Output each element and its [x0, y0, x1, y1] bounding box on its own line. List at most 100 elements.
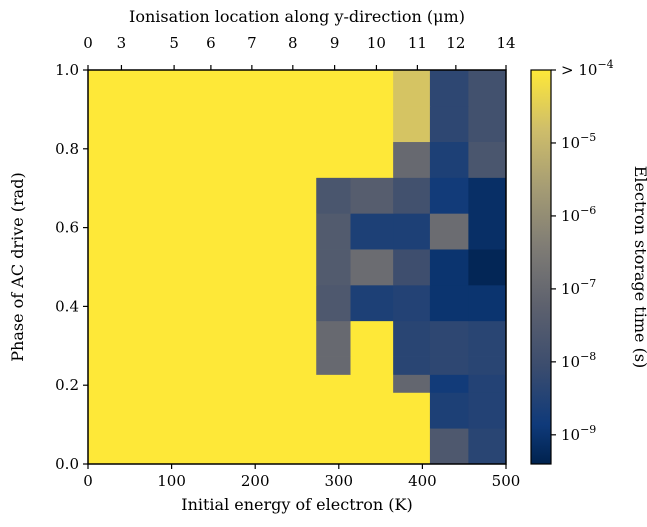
y-tick-label: 1.0 — [55, 61, 79, 79]
top-tick-label: 0 — [83, 34, 93, 52]
y-tick-label: 0.8 — [55, 140, 79, 158]
colorbar-tick-label: 10−8 — [561, 350, 596, 371]
heatmap-cell — [429, 105, 469, 143]
heatmap-cell — [350, 428, 394, 465]
heatmap-cell — [88, 284, 317, 322]
heatmap-cell — [316, 213, 351, 250]
heatmap-cell — [468, 213, 507, 250]
heatmap-cell — [316, 249, 351, 286]
heatmap-cell — [429, 320, 469, 357]
top-tick-label: 14 — [496, 34, 515, 52]
colorbar-tick-label: > 10−4 — [561, 58, 614, 79]
heatmap-cell — [468, 177, 507, 214]
top-tick-label: 7 — [247, 34, 257, 52]
heatmap-cell — [88, 177, 317, 214]
heatmap-cell — [316, 284, 351, 322]
heatmap-cell — [350, 177, 394, 214]
heatmap-cell — [88, 70, 317, 107]
x-tick-label: 300 — [324, 472, 353, 490]
top-tick-label: 3 — [117, 34, 127, 52]
heatmap-cell — [468, 70, 507, 107]
heatmap-cell — [468, 374, 507, 393]
heatmap-cell — [316, 374, 351, 393]
heatmap-cell — [316, 177, 351, 214]
heatmap-cell — [429, 356, 469, 375]
colorbar-tick-label: 10−9 — [561, 423, 596, 444]
heatmap-cell — [316, 105, 351, 143]
y-tick-label: 0.4 — [55, 297, 79, 315]
heatmap-cell — [429, 392, 469, 429]
heatmap-cell — [316, 320, 351, 357]
y-axis-label: Phase of AC drive (rad) — [8, 172, 27, 361]
top-axis-label: Ionisation location along y-direction (μ… — [129, 7, 465, 26]
heatmap-cell — [393, 428, 431, 465]
heatmap-cell — [88, 428, 317, 465]
heatmap-cells — [88, 70, 507, 465]
heatmap-cell — [393, 320, 431, 357]
top-tick-label: 5 — [169, 34, 179, 52]
heatmap-cell — [350, 356, 394, 375]
heatmap-cell — [350, 213, 394, 250]
heatmap-cell — [468, 392, 507, 429]
heatmap-cell — [393, 249, 431, 286]
y-tick-label: 0.6 — [55, 219, 79, 237]
heatmap-cell — [88, 213, 317, 250]
heatmap-cell — [468, 320, 507, 357]
heatmap-cell — [316, 141, 351, 178]
y-tick-label: 0.2 — [55, 376, 79, 394]
heatmap-cell — [468, 356, 507, 375]
colorbar-ticks: > 10−4 10−5 10−6 10−7 10−8 10−9 — [551, 58, 614, 444]
heatmap-cell — [88, 356, 317, 375]
heatmap-cell — [429, 428, 469, 465]
top-tick-label: 10 — [367, 34, 386, 52]
top-tick-label: 6 — [206, 34, 216, 52]
heatmap-cell — [88, 320, 317, 357]
heatmap-cell — [429, 249, 469, 286]
top-tick-label: 9 — [330, 34, 340, 52]
heatmap-cell — [316, 428, 351, 465]
heatmap-cell — [468, 428, 507, 465]
heatmap-cell — [316, 392, 351, 429]
x-tick-label: 500 — [492, 472, 521, 490]
top-tick-label: 11 — [408, 34, 427, 52]
heatmap-cell — [429, 141, 469, 178]
heatmap-cell — [350, 105, 394, 143]
heatmap-cell — [468, 105, 507, 143]
colorbar — [530, 69, 552, 465]
heatmap-cell — [316, 356, 351, 375]
heatmap-cell — [393, 284, 431, 322]
heatmap-cell — [393, 141, 431, 178]
heatmap-cell — [350, 320, 394, 357]
top-tick-label: 12 — [446, 34, 465, 52]
heatmap-cell — [393, 70, 431, 107]
heatmap-cell — [350, 284, 394, 322]
plot-frame — [87, 69, 507, 465]
heatmap-cell — [350, 374, 394, 393]
heatmap-cell — [468, 141, 507, 178]
x-tick-label: 200 — [241, 472, 270, 490]
heatmap-cell — [88, 249, 317, 286]
heatmap-cell — [393, 213, 431, 250]
heatmap-cell — [350, 249, 394, 286]
heatmap-cell — [88, 392, 317, 429]
heatmap-cell — [429, 177, 469, 214]
x-tick-label: 100 — [157, 472, 186, 490]
x-tick-label: 0 — [83, 472, 93, 490]
heatmap-cell — [429, 213, 469, 250]
heatmap-cell — [88, 105, 317, 143]
top-tick-label: 8 — [288, 34, 298, 52]
heatmap-cell — [393, 177, 431, 214]
x-tick-label: 400 — [408, 472, 437, 490]
heatmap-cell — [88, 374, 317, 393]
x-axis-label: Initial energy of electron (K) — [181, 495, 412, 514]
colorbar-tick-label: 10−6 — [561, 204, 596, 225]
colorbar-tick-label: 10−5 — [561, 131, 596, 152]
colorbar-label: Electron storage time (s) — [631, 166, 647, 369]
heatmap-cell — [88, 141, 317, 178]
heatmap-cell — [468, 284, 507, 322]
heatmap-cell — [393, 356, 431, 375]
heatmap-cell — [350, 141, 394, 178]
heatmap-cell — [429, 374, 469, 393]
